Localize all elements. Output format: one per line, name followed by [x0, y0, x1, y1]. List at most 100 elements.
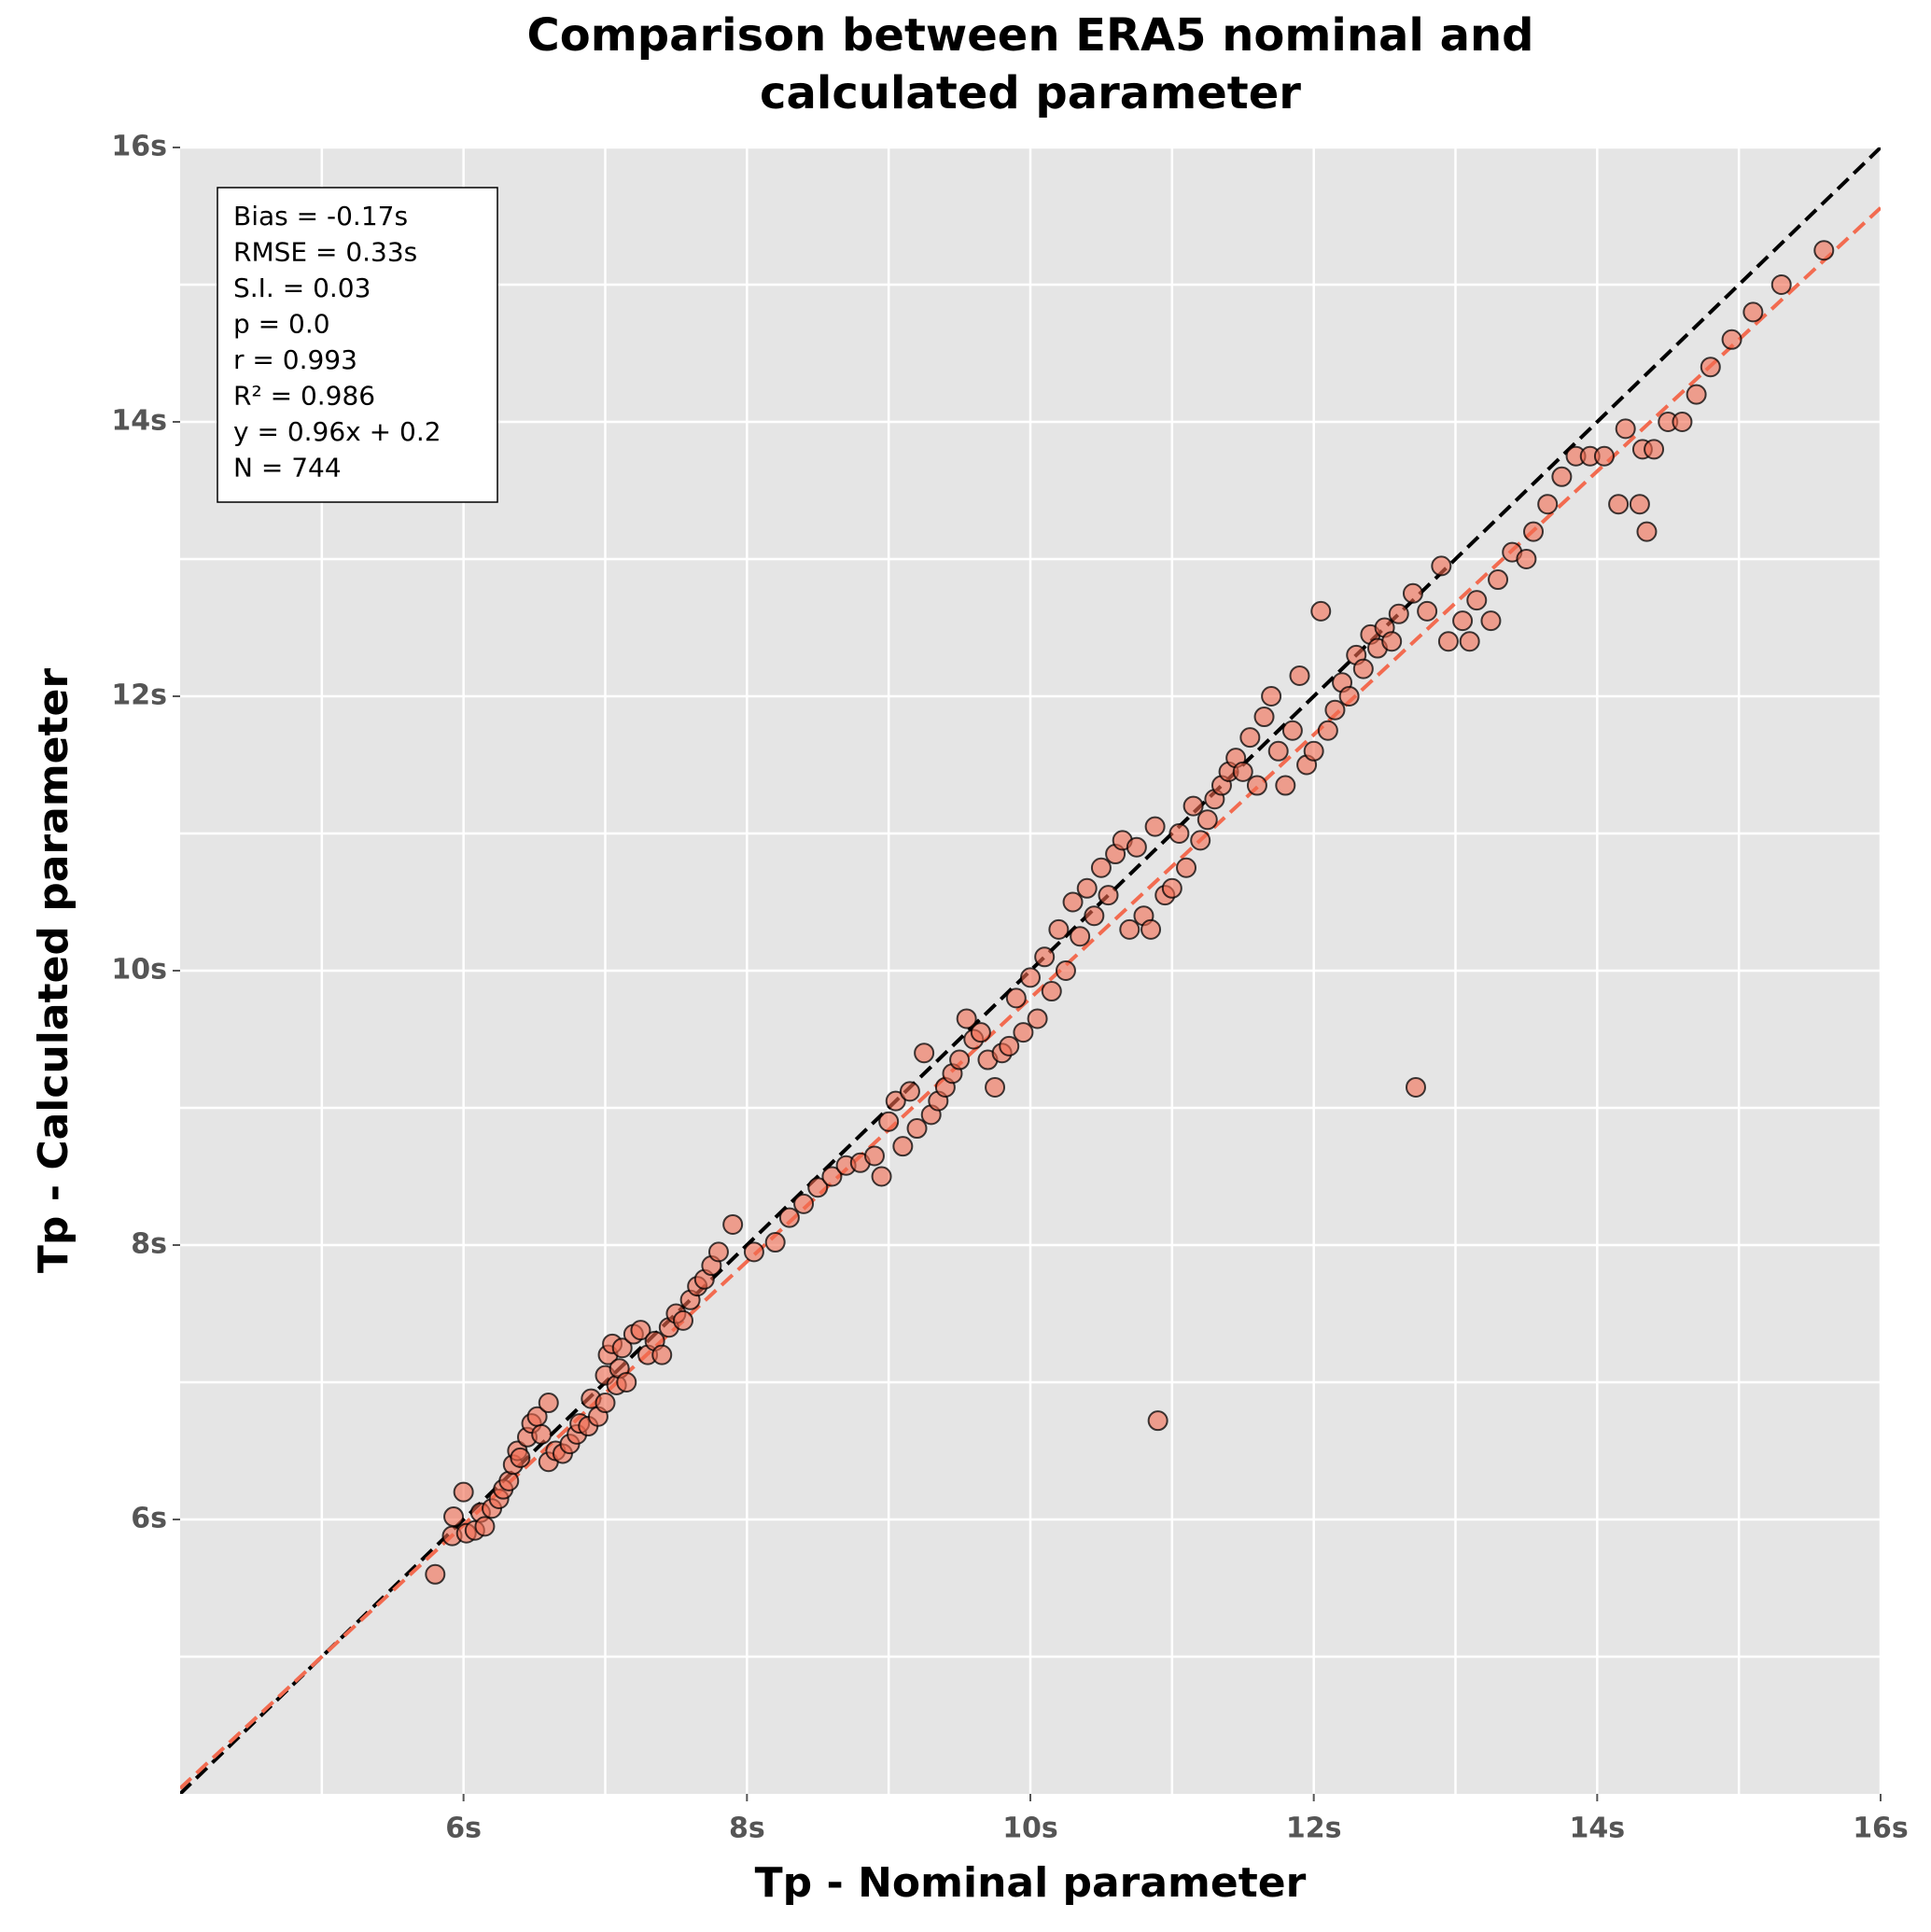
point	[1593, 445, 1615, 467]
y-tick-label: 10s	[111, 954, 167, 987]
point	[651, 1344, 673, 1365]
stats-line: r = 0.993	[233, 344, 357, 375]
x-tick-label: 8s	[729, 1813, 765, 1845]
y-tick-label: 12s	[111, 679, 167, 712]
point	[616, 1372, 637, 1393]
point	[1267, 740, 1289, 762]
point	[863, 1145, 885, 1167]
point	[1062, 891, 1084, 913]
point	[1246, 775, 1267, 796]
chart-title: Comparison between ERA5 nominal and	[527, 9, 1534, 62]
point	[914, 1043, 935, 1064]
point	[1084, 905, 1105, 927]
point	[807, 1177, 829, 1198]
point	[1770, 274, 1792, 295]
point	[1417, 600, 1438, 622]
point	[1147, 1410, 1168, 1432]
point	[1402, 582, 1423, 604]
point	[1041, 981, 1062, 1002]
point	[1303, 740, 1324, 762]
point	[892, 1136, 914, 1157]
stats-box	[217, 187, 498, 503]
point	[906, 1118, 928, 1140]
point	[1076, 877, 1098, 899]
point	[793, 1193, 815, 1214]
point	[1317, 720, 1338, 741]
point	[611, 1337, 633, 1359]
point	[510, 1447, 531, 1468]
point	[1459, 631, 1480, 652]
point	[1253, 707, 1275, 728]
point	[1437, 631, 1459, 652]
point	[1140, 918, 1162, 940]
point	[1405, 1076, 1426, 1098]
point	[1381, 631, 1403, 652]
point	[722, 1213, 744, 1235]
point	[630, 1320, 651, 1341]
point	[1190, 830, 1211, 851]
point	[453, 1481, 474, 1503]
point	[1196, 809, 1218, 831]
y-tick-label: 6s	[131, 1503, 167, 1535]
stats-line: Bias = -0.17s	[233, 201, 408, 231]
point	[1721, 329, 1742, 350]
point	[1672, 412, 1693, 432]
point	[778, 1207, 800, 1228]
point	[1310, 600, 1332, 622]
point	[1388, 603, 1409, 624]
point	[1275, 775, 1296, 796]
x-tick-label: 16s	[1853, 1813, 1909, 1845]
point	[1048, 918, 1070, 940]
point	[1551, 466, 1573, 487]
point	[1742, 301, 1764, 323]
point	[1239, 727, 1261, 749]
point	[1644, 439, 1665, 460]
x-tick-label: 12s	[1286, 1813, 1342, 1845]
point	[1615, 418, 1636, 440]
point	[970, 1022, 991, 1043]
point	[1289, 665, 1310, 686]
points	[425, 240, 1835, 1585]
point	[1629, 494, 1650, 515]
point	[673, 1309, 694, 1331]
x-tick-label: 6s	[445, 1813, 482, 1845]
point	[1027, 1008, 1048, 1029]
point	[1126, 836, 1147, 858]
point	[443, 1506, 465, 1528]
point	[1352, 658, 1374, 679]
point	[1119, 918, 1140, 940]
grid: 6s 8s 10s 12s 14s 16s 6s 8s 10s 12s 14s 16s	[111, 131, 1908, 1845]
point	[1636, 521, 1658, 542]
point	[985, 1076, 1006, 1098]
y-axis-label: Tp - Calculated parameter	[30, 668, 77, 1273]
point	[1813, 240, 1835, 261]
chart-title: calculated parameter	[760, 67, 1301, 119]
point	[1005, 987, 1027, 1009]
point	[1686, 384, 1707, 405]
point	[1466, 590, 1488, 611]
point	[1700, 357, 1721, 378]
point	[425, 1563, 446, 1585]
point	[1324, 699, 1346, 721]
point	[1176, 857, 1197, 878]
point	[1070, 926, 1091, 947]
point	[1537, 494, 1559, 515]
point	[538, 1393, 559, 1414]
stats-line: N = 744	[233, 453, 342, 483]
point	[871, 1166, 892, 1187]
point	[1281, 720, 1303, 741]
point	[474, 1516, 496, 1537]
point	[1338, 686, 1360, 707]
point	[1182, 795, 1204, 817]
x-tick-label: 14s	[1570, 1813, 1626, 1845]
point	[1168, 823, 1190, 844]
reference-line	[180, 147, 1881, 1794]
point	[1452, 610, 1474, 632]
stats-text: Bias = -0.17s RMSE = 0.33s S.I. = 0.03 p = …	[233, 201, 441, 483]
point	[1161, 877, 1182, 899]
point	[595, 1393, 616, 1414]
point	[1261, 686, 1282, 707]
point	[999, 1035, 1020, 1057]
x-tick-label: 10s	[1002, 1813, 1058, 1845]
